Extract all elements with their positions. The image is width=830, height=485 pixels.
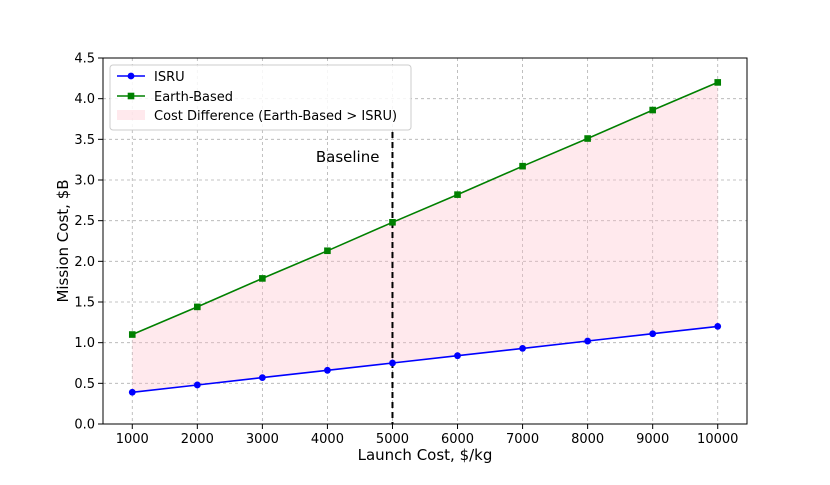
data-point: [519, 344, 526, 352]
x-tick-label: 6000: [441, 432, 474, 447]
legend-label-isru: ISRU: [154, 70, 185, 85]
series-line-earth-based: [131, 81, 719, 336]
data-point: [714, 79, 722, 86]
legend-label-cost-difference: Cost Difference (Earth-Based > ISRU): [154, 109, 397, 124]
cost-difference-area: [132, 82, 718, 393]
legend: ISRU Earth-Based Cost Difference (Earth-…: [109, 64, 412, 131]
y-tick-label: 1.0: [74, 336, 95, 351]
data-point: [454, 191, 461, 198]
x-tick-label: 1000: [116, 432, 149, 447]
data-point: [324, 366, 331, 374]
legend-marker-earth-based: [127, 92, 135, 100]
data-point: [193, 381, 201, 389]
data-point: [519, 162, 526, 170]
y-tick-label: 0.5: [74, 377, 95, 392]
data-point: [649, 106, 656, 114]
data-point: [454, 352, 461, 360]
y-tick-label: 4.0: [74, 92, 95, 107]
y-tick-label: 2.5: [74, 214, 95, 229]
legend-patch-cost-difference: [117, 110, 145, 120]
y-axis-label: Mission Cost, $B: [54, 179, 72, 302]
x-tick-label: 3000: [246, 432, 279, 447]
x-axis-label: Launch Cost, $/kg: [358, 446, 493, 464]
data-point: [584, 337, 592, 345]
data-point: [259, 275, 266, 282]
x-tick-label: 7000: [506, 432, 539, 447]
data-point: [258, 374, 266, 382]
ticks: 1000 2000 3000 4000 5000 6000 7000 8000 9000 1000…: [74, 52, 738, 448]
series-layer: [128, 79, 722, 396]
y-tick-label: 1.5: [74, 296, 95, 311]
x-tick-label: 9000: [636, 432, 669, 447]
data-point: [194, 303, 201, 311]
data-point: [584, 135, 591, 142]
data-point: [389, 218, 396, 226]
legend-marker-isru: [127, 72, 135, 80]
y-tick-label: 3.5: [74, 133, 95, 148]
series-line-isru: [132, 325, 718, 394]
legend-label-earth-based: Earth-Based: [154, 90, 233, 105]
y-tick-label: 2.0: [74, 255, 95, 270]
y-tick-label: 0.0: [74, 418, 95, 433]
data-point: [128, 388, 136, 396]
data-point: [324, 247, 331, 255]
data-point: [389, 359, 396, 367]
baseline-annotation: Baseline: [316, 148, 380, 166]
data-point: [649, 330, 657, 338]
y-tick-label: 4.5: [74, 52, 95, 67]
x-tick-label: 2000: [181, 432, 214, 447]
legend-box: [109, 64, 412, 131]
x-tick-label: 5000: [376, 432, 409, 447]
data-point: [128, 331, 136, 338]
x-tick-label: 4000: [311, 432, 344, 447]
plot-frame: [102, 57, 748, 425]
data-point: [714, 323, 722, 330]
x-tick-label: 10000: [697, 432, 738, 447]
x-tick-label: 8000: [571, 432, 604, 447]
y-tick-label: 3.0: [74, 174, 95, 189]
